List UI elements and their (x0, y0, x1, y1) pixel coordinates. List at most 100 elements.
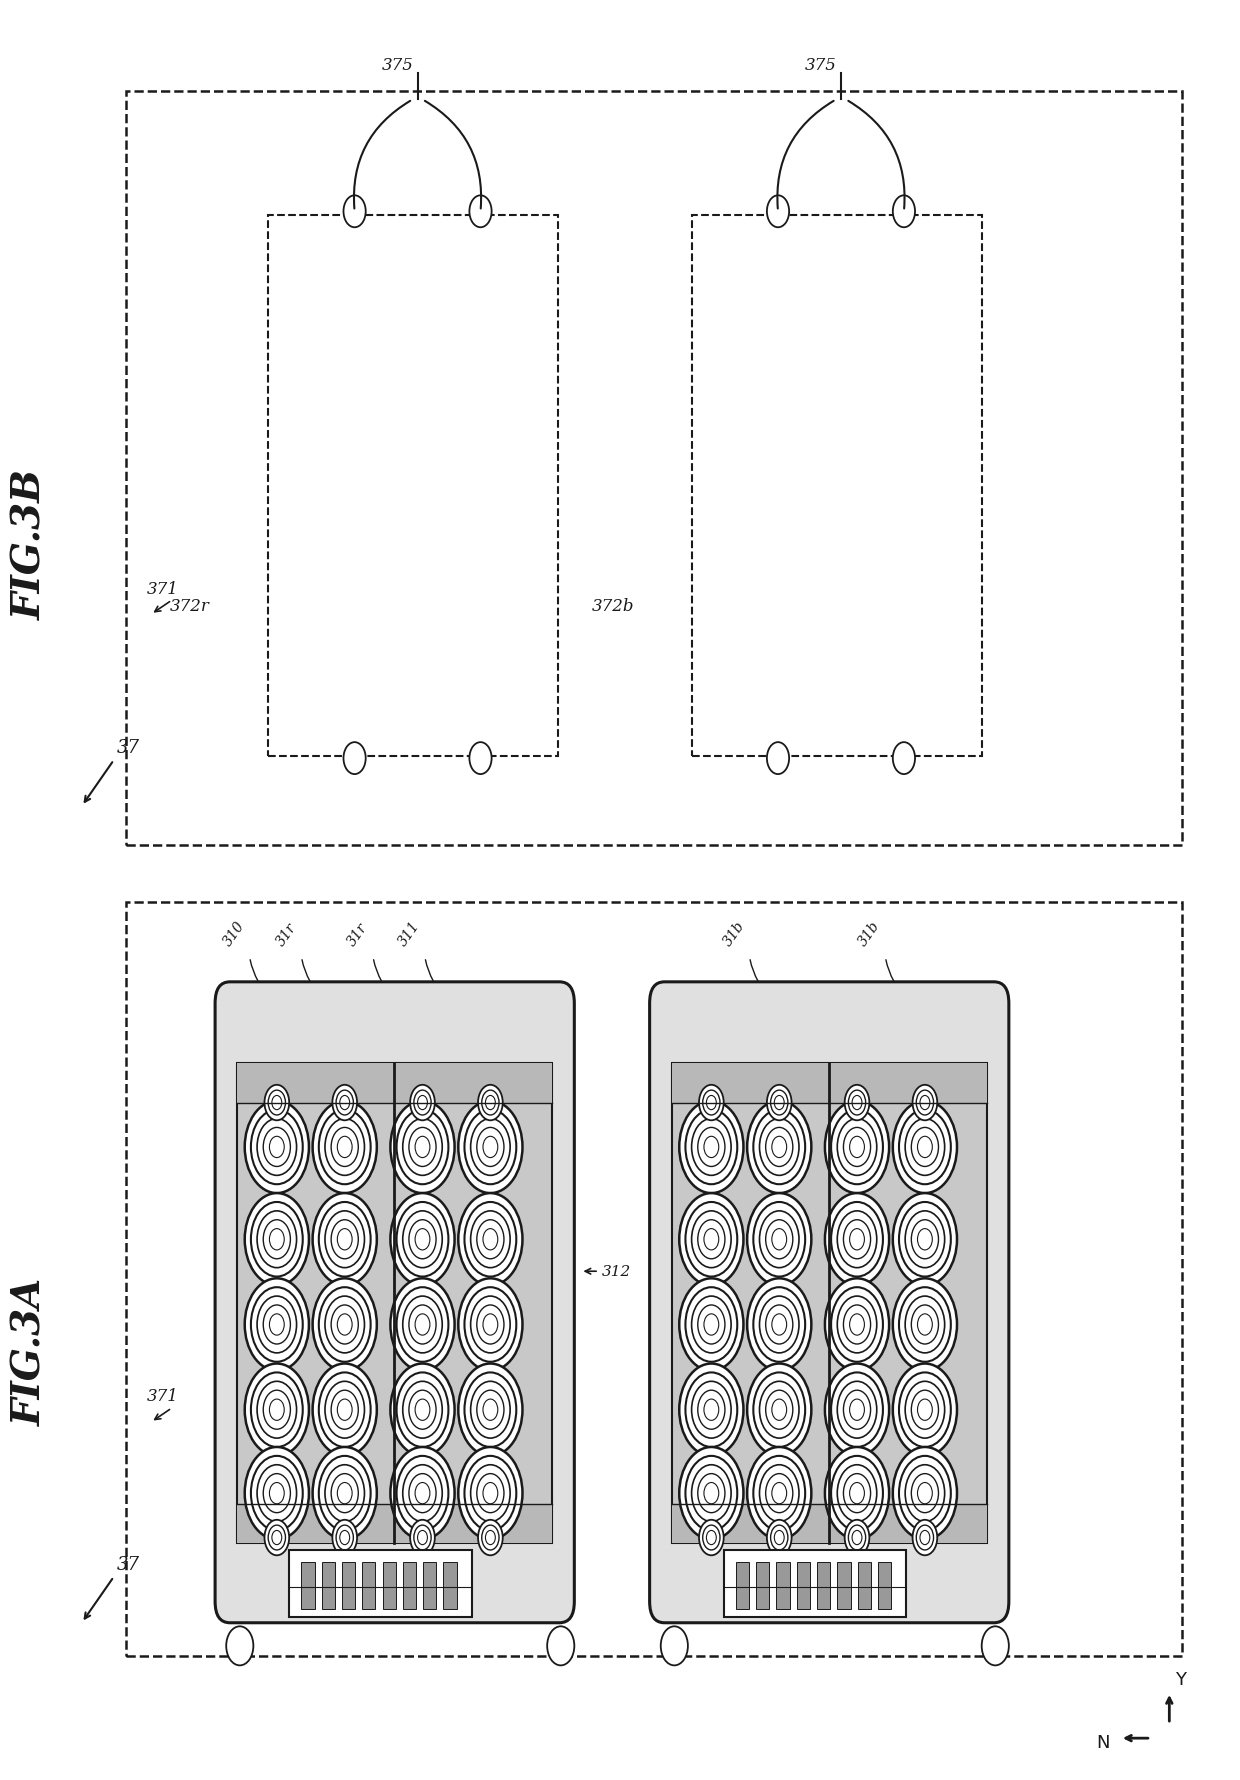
Circle shape (844, 1086, 869, 1121)
Bar (776, 1563, 790, 1609)
Circle shape (893, 1447, 957, 1540)
Circle shape (391, 1447, 455, 1540)
Circle shape (680, 1102, 744, 1193)
Circle shape (459, 1102, 522, 1193)
Circle shape (748, 1363, 811, 1456)
Bar (878, 1563, 892, 1609)
Circle shape (825, 1278, 889, 1371)
Circle shape (470, 742, 491, 774)
Circle shape (748, 1193, 811, 1285)
Text: 371: 371 (148, 1388, 179, 1404)
Circle shape (766, 1520, 791, 1556)
Text: FIG.3B: FIG.3B (11, 468, 48, 619)
Circle shape (680, 1447, 744, 1540)
Circle shape (391, 1278, 455, 1371)
Circle shape (893, 1102, 957, 1193)
Circle shape (680, 1278, 744, 1371)
Circle shape (766, 742, 789, 774)
Bar (797, 1563, 810, 1609)
Circle shape (893, 196, 915, 228)
Circle shape (893, 1278, 957, 1371)
Circle shape (748, 1278, 811, 1371)
Text: 312: 312 (601, 1264, 631, 1278)
Text: FIG.3A: FIG.3A (11, 1278, 48, 1426)
Bar (756, 1563, 769, 1609)
Text: 372b: 372b (591, 598, 634, 614)
Circle shape (680, 1363, 744, 1456)
Circle shape (226, 1627, 253, 1666)
Bar (268, 215, 558, 756)
Circle shape (825, 1363, 889, 1456)
FancyBboxPatch shape (215, 983, 574, 1623)
Circle shape (547, 1627, 574, 1666)
Circle shape (312, 1363, 377, 1456)
Circle shape (459, 1193, 522, 1285)
Bar (301, 1563, 315, 1609)
Circle shape (391, 1102, 455, 1193)
Circle shape (893, 1363, 957, 1456)
Circle shape (312, 1278, 377, 1371)
Circle shape (244, 1193, 309, 1285)
Bar (321, 1563, 335, 1609)
Bar (126, 902, 1182, 1657)
Bar (237, 1064, 552, 1104)
Text: 31r: 31r (345, 920, 371, 949)
Circle shape (825, 1447, 889, 1540)
Bar (362, 1563, 376, 1609)
Circle shape (244, 1363, 309, 1456)
Bar (724, 1550, 906, 1618)
Text: 371: 371 (148, 580, 179, 598)
Circle shape (391, 1193, 455, 1285)
Text: 311: 311 (396, 918, 423, 949)
Bar (817, 1563, 831, 1609)
Circle shape (459, 1278, 522, 1371)
Circle shape (913, 1086, 937, 1121)
Bar (289, 1550, 472, 1618)
Circle shape (470, 196, 491, 228)
Text: N: N (1096, 1732, 1110, 1752)
Circle shape (312, 1102, 377, 1193)
Circle shape (825, 1102, 889, 1193)
Circle shape (343, 742, 366, 774)
Bar (692, 215, 982, 756)
Bar (423, 1563, 436, 1609)
Text: 375: 375 (382, 57, 414, 75)
Circle shape (766, 196, 789, 228)
Bar (444, 1563, 456, 1609)
Bar (126, 91, 1182, 846)
Text: 37: 37 (117, 739, 139, 756)
Circle shape (264, 1086, 289, 1121)
Circle shape (244, 1102, 309, 1193)
Circle shape (893, 742, 915, 774)
Bar (672, 1064, 987, 1543)
Circle shape (312, 1193, 377, 1285)
Circle shape (893, 1193, 957, 1285)
Text: 31b: 31b (720, 918, 748, 949)
Circle shape (410, 1520, 435, 1556)
Circle shape (479, 1086, 502, 1121)
Circle shape (844, 1520, 869, 1556)
Circle shape (244, 1447, 309, 1540)
Circle shape (391, 1363, 455, 1456)
Circle shape (748, 1447, 811, 1540)
Circle shape (459, 1447, 522, 1540)
Circle shape (680, 1193, 744, 1285)
Text: 31b: 31b (856, 918, 883, 949)
Text: 372r: 372r (170, 598, 210, 614)
Text: 37: 37 (117, 1556, 139, 1574)
Text: 31r: 31r (274, 920, 299, 949)
Circle shape (332, 1086, 357, 1121)
Text: 375: 375 (805, 57, 837, 75)
Circle shape (343, 196, 366, 228)
Circle shape (264, 1520, 289, 1556)
Bar (858, 1563, 870, 1609)
Circle shape (459, 1363, 522, 1456)
Circle shape (982, 1627, 1009, 1666)
Circle shape (410, 1086, 435, 1121)
Circle shape (766, 1086, 791, 1121)
Circle shape (913, 1520, 937, 1556)
Bar (837, 1563, 851, 1609)
Circle shape (479, 1520, 502, 1556)
Circle shape (332, 1520, 357, 1556)
Bar (403, 1563, 417, 1609)
